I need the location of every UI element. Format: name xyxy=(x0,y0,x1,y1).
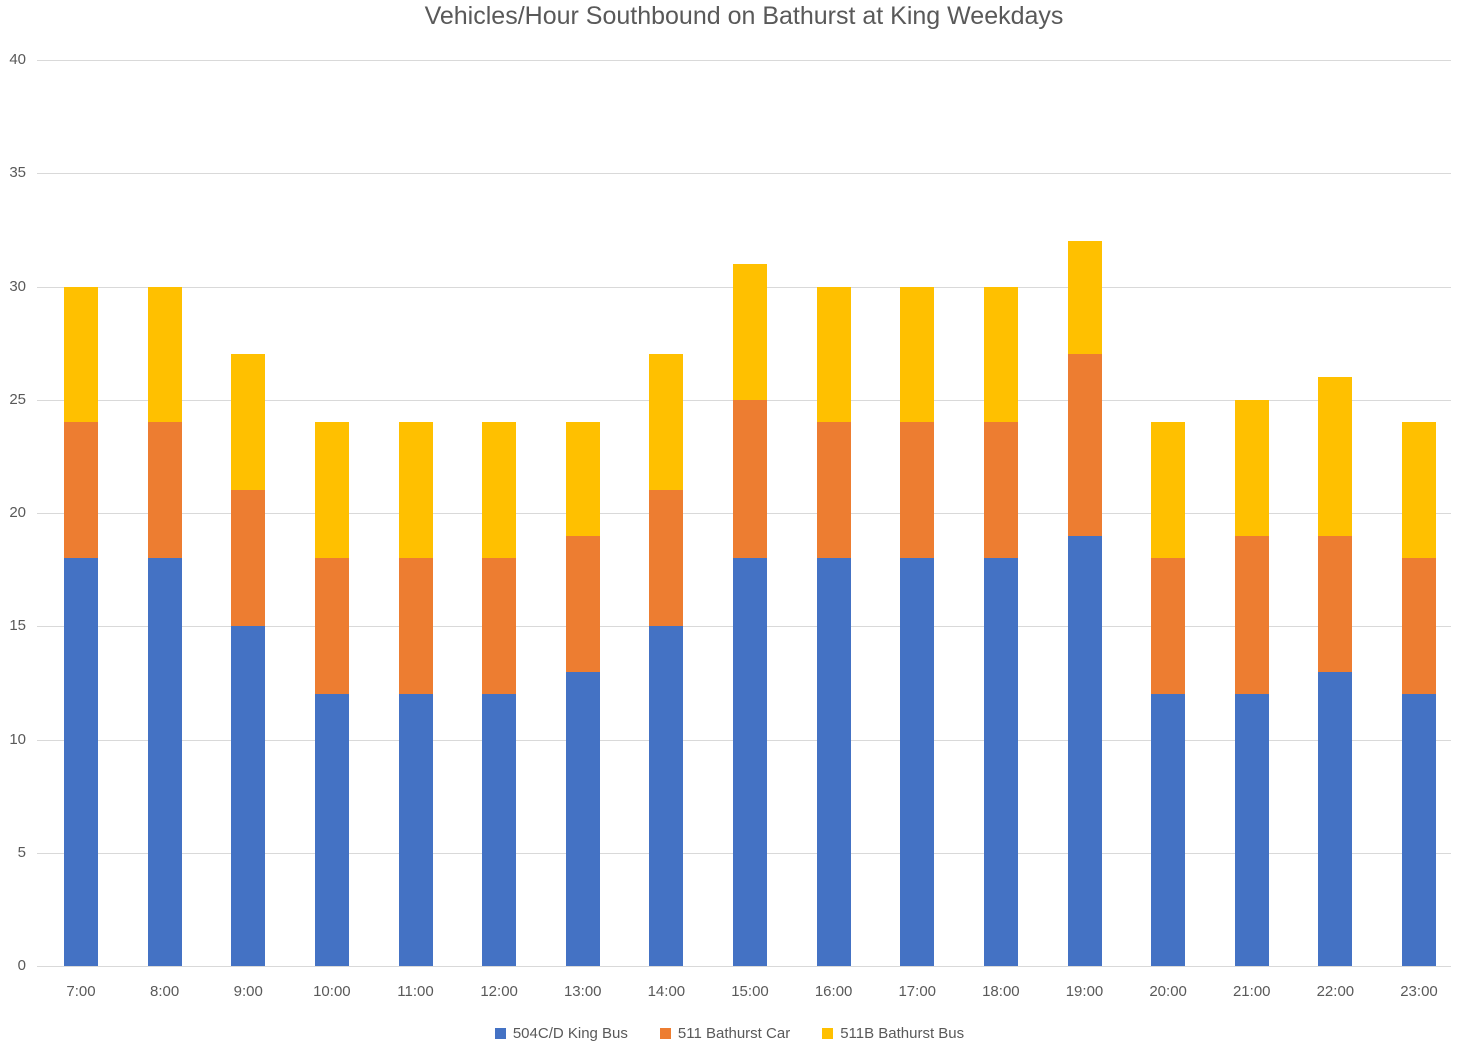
bar-segment xyxy=(1234,535,1269,695)
bar-segment xyxy=(1067,354,1102,536)
bar-segment xyxy=(649,490,684,627)
bar-segment xyxy=(565,671,600,966)
bar-segment xyxy=(398,422,433,559)
bar-segment xyxy=(733,558,767,966)
chart-title: Vehicles/Hour Southbound on Bathurst at … xyxy=(424,2,1064,30)
bar-segment xyxy=(1402,694,1436,966)
bar-segment xyxy=(733,399,767,559)
bar-segment xyxy=(1318,377,1353,536)
y-tick-label: 25 xyxy=(9,390,26,408)
x-tick-label: 15:00 xyxy=(731,983,769,1000)
bar-segment xyxy=(649,354,684,491)
x-tick-label: 20:00 xyxy=(1149,983,1187,1000)
x-tick-label: 22:00 xyxy=(1316,983,1355,1000)
legend-label: 511B Bathurst Bus xyxy=(840,1025,965,1042)
y-tick-label: 30 xyxy=(9,277,26,295)
bar-segment xyxy=(314,422,349,559)
bar-segment xyxy=(231,354,266,491)
x-tick-label: 18:00 xyxy=(982,983,1020,1000)
bar-segment xyxy=(482,558,517,695)
bar-segment xyxy=(1151,694,1186,966)
y-tick-label: 15 xyxy=(9,617,26,635)
gridline xyxy=(37,173,1451,175)
legend-swatch-icon xyxy=(822,1028,834,1039)
x-tick-label: 8:00 xyxy=(150,983,180,1000)
bar-segment xyxy=(900,286,935,423)
bar-segment xyxy=(983,286,1018,423)
bar-segment xyxy=(900,422,935,559)
x-tick-label: 16:00 xyxy=(814,983,853,1000)
legend-swatch-icon xyxy=(659,1028,671,1039)
bar-segment xyxy=(482,694,517,966)
bar-segment xyxy=(1402,558,1436,695)
x-tick-label: 13:00 xyxy=(563,983,602,1000)
x-tick-label: 17:00 xyxy=(898,983,937,1000)
gridline xyxy=(37,60,1451,61)
x-tick-label: 12:00 xyxy=(480,983,518,1000)
x-tick-label: 21:00 xyxy=(1232,983,1271,1000)
bar-segment xyxy=(1151,558,1186,695)
legend-swatch-icon xyxy=(494,1028,506,1039)
bar-segment xyxy=(482,422,517,559)
y-tick-label: 40 xyxy=(9,51,26,68)
legend-label: 504C/D King Bus xyxy=(512,1025,628,1042)
y-tick-label: 20 xyxy=(9,504,26,521)
legend-item: 504C/D King Bus xyxy=(494,1025,628,1042)
bar-segment xyxy=(565,535,600,672)
x-tick-label: 11:00 xyxy=(397,983,434,1000)
bar-segment xyxy=(900,558,935,966)
bar-segment xyxy=(565,422,600,536)
x-tick-label: 9:00 xyxy=(233,983,263,1000)
bar-segment xyxy=(983,558,1018,966)
bar-segment xyxy=(64,286,98,423)
legend: 504C/D King Bus 511 Bathurst Car 511B Bath… xyxy=(0,1025,1459,1042)
x-tick-label: 14:00 xyxy=(647,983,686,1000)
bar-segment xyxy=(1234,399,1269,536)
bar-segment xyxy=(147,422,182,559)
bar-segment xyxy=(983,422,1018,559)
y-tick-label: 10 xyxy=(9,730,26,748)
bar-segment xyxy=(649,626,684,966)
bar-segment xyxy=(314,558,349,695)
legend-label: 511 Bathurst Car xyxy=(677,1025,791,1042)
bar-segment xyxy=(816,286,851,423)
bar-segment xyxy=(231,626,266,966)
bar-segment xyxy=(64,422,98,559)
plot-area xyxy=(37,60,1451,966)
bar-segment xyxy=(314,694,349,966)
bar-segment xyxy=(398,694,433,966)
bar-segment xyxy=(231,490,266,627)
bar-segment xyxy=(64,558,98,966)
bar-segment xyxy=(1151,422,1186,559)
bar-segment xyxy=(1067,241,1102,355)
bar-segment xyxy=(733,263,767,400)
y-tick-label: 0 xyxy=(17,957,26,974)
x-tick-label: 19:00 xyxy=(1065,983,1104,1000)
y-tick-label: 5 xyxy=(17,843,26,861)
bar-segment xyxy=(1234,694,1269,966)
gridline xyxy=(37,966,1451,967)
bar-segment xyxy=(147,558,182,966)
bar-segment xyxy=(398,558,433,695)
legend-item: 511 Bathurst Car xyxy=(659,1025,791,1042)
x-tick-label: 10:00 xyxy=(313,983,351,1000)
bar-segment xyxy=(816,422,851,559)
bar-segment xyxy=(1067,535,1102,966)
x-tick-label: 23:00 xyxy=(1400,983,1438,1000)
bar-segment xyxy=(147,286,182,423)
x-tick-label: 7:00 xyxy=(66,983,96,1000)
y-tick-label: 35 xyxy=(9,164,26,182)
legend-item: 511B Bathurst Bus xyxy=(822,1025,964,1042)
bar-segment xyxy=(1402,422,1436,559)
bar-segment xyxy=(1318,671,1353,966)
bar-segment xyxy=(816,558,851,966)
bar-segment xyxy=(1318,535,1353,672)
